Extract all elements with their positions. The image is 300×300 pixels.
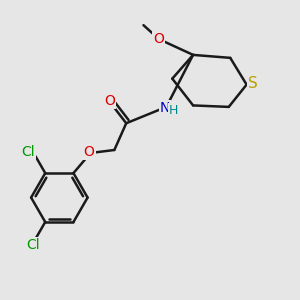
Text: O: O: [104, 94, 115, 108]
Text: Cl: Cl: [26, 238, 39, 252]
Text: O: O: [154, 32, 164, 46]
Text: H: H: [169, 104, 178, 117]
Text: S: S: [248, 76, 258, 91]
Text: N: N: [160, 101, 170, 116]
Text: Cl: Cl: [21, 145, 35, 159]
Text: O: O: [84, 145, 94, 159]
